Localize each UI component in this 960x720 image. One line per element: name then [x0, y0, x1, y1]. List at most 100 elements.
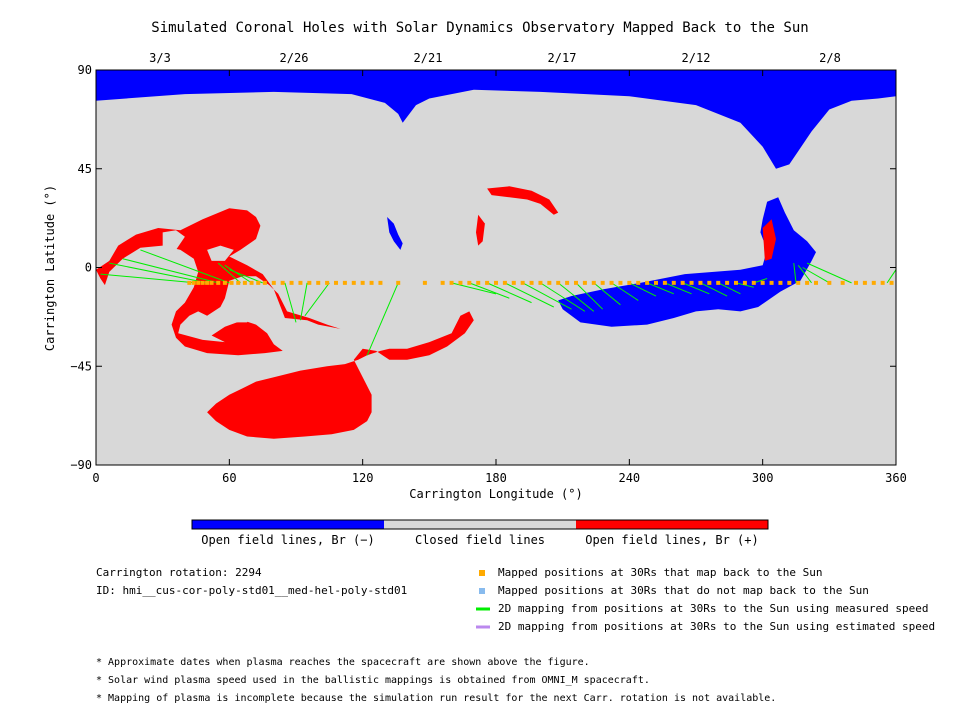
mapped-point-30 — [449, 280, 454, 285]
mapped-point-70 — [805, 280, 810, 285]
mapped-point-36 — [502, 280, 507, 285]
y-tick-label-3: −45 — [70, 359, 92, 373]
mapping-line-23 — [664, 282, 692, 295]
mapped-point-26 — [378, 280, 383, 285]
colorbar-segment-1 — [384, 520, 576, 529]
legend-symbol-1 — [479, 588, 485, 594]
mapping-line-15 — [522, 282, 572, 310]
mapped-point-34 — [485, 280, 490, 285]
x-axis-label: Carrington Longitude (°) — [409, 487, 583, 501]
mapped-point-77 — [880, 280, 885, 285]
mapped-point-7 — [222, 280, 227, 285]
mapping-line-33 — [886, 269, 897, 284]
mapped-point-29 — [440, 280, 445, 285]
note-dates: * Approximate dates when plasma reaches … — [96, 657, 590, 668]
mapped-point-1 — [191, 280, 196, 285]
mapping-line-13 — [486, 282, 532, 304]
x-tick-label-300: 300 — [752, 471, 774, 485]
mapped-point-66 — [769, 280, 774, 285]
x-tick-label-240: 240 — [618, 471, 640, 485]
mapped-point-3 — [200, 280, 205, 285]
y-tick-label-2: 0 — [85, 261, 92, 275]
mapped-point-57 — [689, 280, 694, 285]
mapped-point-4 — [205, 280, 210, 285]
mapping-line-29 — [793, 263, 797, 283]
top-date-3: 2/17 — [548, 51, 577, 65]
colorbar-segment-2 — [576, 520, 768, 529]
mapping-lines — [100, 249, 897, 356]
mapped-point-17 — [298, 280, 303, 285]
mapped-point-22 — [342, 280, 347, 285]
colorbar-frame — [191, 519, 769, 530]
mapping-line-9 — [304, 282, 330, 317]
mapped-point-27 — [396, 280, 401, 285]
top-date-1: 2/26 — [280, 51, 309, 65]
x-tick-label-360: 360 — [885, 471, 907, 485]
mapped-point-58 — [698, 280, 703, 285]
mapped-point-78 — [889, 280, 894, 285]
x-tick-label-60: 60 — [222, 471, 236, 485]
x-tick-label-0: 0 — [92, 471, 99, 485]
y-tick-label-4: −90 — [70, 458, 92, 472]
mapped-point-42 — [556, 280, 561, 285]
mapped-point-5 — [209, 280, 214, 285]
mapped-point-15 — [280, 280, 285, 285]
mapped-point-51 — [636, 280, 641, 285]
mapped-point-11 — [249, 280, 254, 285]
colorbar-label-open-positive: Open field lines, Br (+) — [585, 533, 759, 547]
mapping-line-25 — [700, 282, 728, 297]
legend-item-mapped-no-sun: Mapped positions at 30Rs that do not map… — [498, 584, 869, 597]
mapping-line-22 — [646, 282, 674, 295]
mapping-line-28 — [753, 277, 768, 284]
red-hole-east — [762, 219, 776, 261]
mapped-point-65 — [760, 280, 765, 285]
red-hole-south — [207, 311, 474, 439]
mapped-point-6 — [216, 280, 221, 285]
mapping-line-6 — [229, 269, 263, 284]
mapped-point-21 — [334, 280, 338, 285]
mapped-point-38 — [520, 280, 525, 285]
red-hole-hook — [487, 186, 559, 215]
mapped-point-25 — [369, 280, 374, 285]
mapping-line-30 — [797, 265, 812, 284]
legend-item-estimated-speed: 2D mapping from positions at 30Rs to the… — [498, 620, 936, 633]
mapped-point-12 — [256, 280, 261, 285]
mapped-point-59 — [707, 280, 712, 285]
mapping-line-27 — [735, 282, 754, 288]
mapping-line-1 — [109, 262, 208, 284]
top-date-5: 2/8 — [819, 51, 841, 65]
mapped-point-20 — [325, 280, 330, 285]
mapping-line-17 — [557, 282, 595, 312]
mapped-point-37 — [511, 280, 516, 285]
mapped-point-44 — [574, 280, 578, 285]
colorbar-segment-0 — [192, 520, 384, 529]
mapped-point-2 — [196, 280, 201, 285]
mapping-line-10 — [366, 282, 399, 356]
mapped-point-50 — [627, 280, 632, 285]
run-id: ID: hmi__cus-cor-poly-std01__med-hel-pol… — [96, 584, 408, 597]
mapping-line-8 — [299, 282, 308, 321]
mapped-point-41 — [547, 280, 552, 285]
mapped-point-19 — [316, 280, 321, 285]
note-incomplete: * Mapping of plasma is incomplete becaus… — [96, 693, 777, 704]
mapped-point-46 — [591, 280, 596, 285]
mapped-point-76 — [871, 280, 876, 285]
top-date-4: 2/12 — [682, 51, 711, 65]
mapping-line-16 — [540, 282, 586, 312]
mapping-line-3 — [140, 249, 230, 284]
mapped-point-23 — [351, 280, 356, 285]
x-tick-label-120: 120 — [352, 471, 374, 485]
mapping-line-24 — [682, 282, 710, 295]
x-tick-label-180: 180 — [485, 471, 507, 485]
mapping-line-7 — [284, 282, 297, 323]
mapping-line-26 — [718, 282, 741, 295]
mapped-point-64 — [751, 280, 756, 285]
mapped-point-43 — [565, 280, 570, 285]
mapped-point-18 — [307, 280, 312, 285]
mapping-line-4 — [217, 262, 241, 284]
mapping-line-0 — [100, 273, 197, 284]
mapped-point-0 — [187, 280, 192, 285]
mapped-point-62 — [734, 280, 738, 285]
legend-symbols — [476, 570, 490, 629]
legend-item-measured-speed: 2D mapping from positions at 30Rs to the… — [498, 602, 929, 615]
